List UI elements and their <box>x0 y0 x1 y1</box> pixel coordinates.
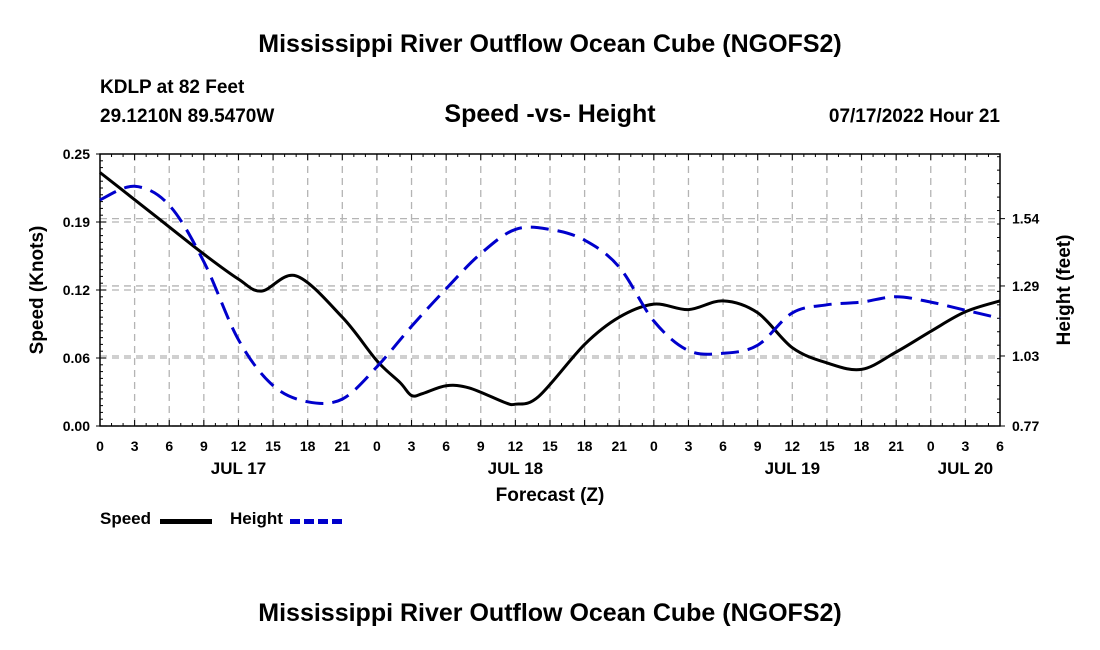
x-tick-label: 15 <box>819 438 835 454</box>
y2-tick-label: 1.29 <box>1012 278 1039 294</box>
x-tick-label: 21 <box>611 438 627 454</box>
x-tick-label: 15 <box>542 438 558 454</box>
x-tick-label: 6 <box>442 438 450 454</box>
x-day-label: JUL 19 <box>765 459 820 478</box>
x-tick-label: 18 <box>577 438 593 454</box>
legend-height-label: Height <box>230 509 283 528</box>
y-tick-label: 0.25 <box>63 146 90 162</box>
x-tick-label: 6 <box>165 438 173 454</box>
chart-title: Mississippi River Outflow Ocean Cube (NG… <box>258 30 842 58</box>
footer-title: Mississippi River Outflow Ocean Cube (NG… <box>258 599 842 627</box>
y2-tick-label: 1.54 <box>1012 211 1039 227</box>
station-label: KDLP at 82 Feet <box>100 77 245 98</box>
x-tick-label: 21 <box>335 438 351 454</box>
legend-height-swatch <box>290 519 342 524</box>
legend-speed-swatch <box>160 519 212 524</box>
x-tick-label: 3 <box>961 438 969 454</box>
y2-axis-label: Height (feet) <box>1054 235 1075 346</box>
x-tick-label: 12 <box>785 438 801 454</box>
x-tick-label: 12 <box>231 438 247 454</box>
x-tick-label: 9 <box>200 438 208 454</box>
x-tick-label: 0 <box>650 438 658 454</box>
x-tick-label: 9 <box>477 438 485 454</box>
y-tick-label: 0.12 <box>63 282 90 298</box>
x-tick-label: 9 <box>754 438 762 454</box>
speed-height-chart: 0 3 6 9 12 15 18 21 0 3 6 9 12 15 18 21 0 3 6 9 12 15 18 21 0 3 6J… <box>27 146 1075 506</box>
y2-tick-label: 1.03 <box>1012 348 1039 364</box>
x-tick-label: 3 <box>408 438 416 454</box>
x-tick-label: 21 <box>888 438 904 454</box>
y-tick-label: 0.06 <box>63 350 90 366</box>
legend-speed-label: Speed <box>100 509 152 528</box>
x-tick-label: 18 <box>854 438 870 454</box>
x-day-label: JUL 20 <box>938 459 993 478</box>
x-day-label: JUL 18 <box>488 459 543 478</box>
x-tick-label: 3 <box>131 438 139 454</box>
x-tick-label: 0 <box>96 438 104 454</box>
series-line-height <box>99 184 1001 405</box>
x-axis-label: Forecast (Z) <box>496 485 605 506</box>
x-tick-label: 6 <box>719 438 727 454</box>
x-tick-label: 3 <box>685 438 693 454</box>
y-axis-label: Speed (Knots) <box>27 226 48 355</box>
y-tick-label: 0.00 <box>63 418 90 434</box>
x-tick-label: 15 <box>265 438 281 454</box>
x-day-label: JUL 17 <box>211 459 266 478</box>
x-tick-label: 0 <box>373 438 381 454</box>
station-coords: 29.1210N 89.5470W <box>100 106 275 127</box>
forecast-datetime: 07/17/2022 Hour 21 <box>828 106 1000 127</box>
x-tick-label: 18 <box>300 438 316 454</box>
chart-subtitle: Speed -vs- Height <box>444 100 656 128</box>
series-line-speed <box>99 171 1001 407</box>
y2-tick-label: 0.77 <box>1012 418 1039 434</box>
x-tick-label: 0 <box>927 438 935 454</box>
y-tick-label: 0.19 <box>63 214 90 230</box>
x-tick-label: 12 <box>508 438 524 454</box>
x-tick-label: 6 <box>996 438 1004 454</box>
